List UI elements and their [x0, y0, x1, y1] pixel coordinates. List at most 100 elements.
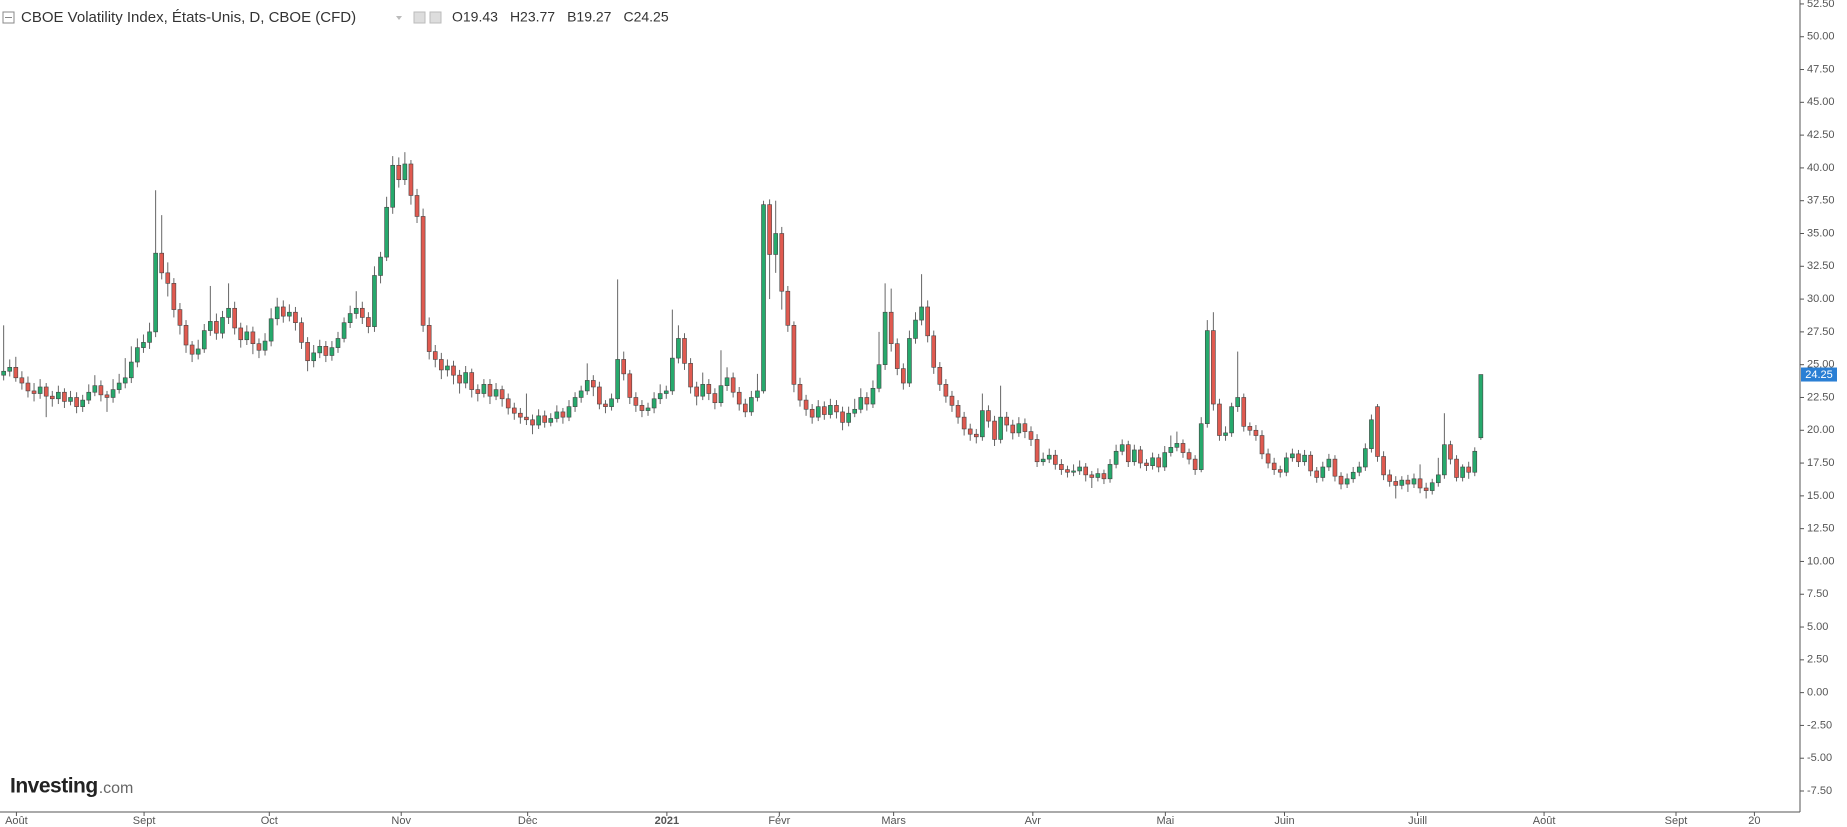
candle-body: [925, 306, 930, 337]
candle-body: [74, 397, 79, 407]
candle-body: [1180, 443, 1186, 453]
candle-body: [852, 408, 858, 414]
x-tick-label: Juill: [1408, 815, 1427, 827]
y-tick-label: 30.00: [1807, 293, 1835, 305]
candle-body: [888, 311, 894, 344]
candle-body: [755, 390, 760, 398]
candle-body: [1332, 458, 1338, 477]
x-tick-label: Juin: [1274, 815, 1294, 827]
candle-body: [244, 331, 250, 341]
x-tick-label: Mai: [1156, 815, 1174, 827]
candle-body: [706, 384, 712, 394]
candle-body: [1046, 454, 1052, 460]
candle-body: [511, 407, 517, 414]
visibility-icon[interactable]: [429, 11, 442, 24]
candle-body: [122, 377, 128, 384]
candle-body: [1089, 474, 1095, 478]
candle-body: [43, 386, 49, 397]
candle-body: [1065, 469, 1070, 473]
chart-title: CBOE Volatility Index, États-Unis, D, CB…: [21, 9, 356, 26]
logo-suffix: .com: [99, 780, 134, 797]
candle-body: [499, 389, 505, 400]
candle-body: [1344, 478, 1350, 485]
candle-body: [591, 380, 596, 388]
candle-body: [238, 327, 244, 341]
candle-body: [1284, 457, 1289, 473]
candle-body: [274, 306, 280, 320]
candle-body: [1448, 444, 1453, 460]
candle-body: [384, 206, 389, 258]
candle-body: [317, 346, 323, 354]
candle-body: [1077, 466, 1082, 472]
candle-body: [1059, 464, 1064, 470]
candle-body: [1478, 374, 1484, 439]
x-tick-label: Oct: [261, 815, 278, 827]
candle-body: [518, 412, 523, 418]
candle-body: [973, 433, 979, 438]
candle-body: [1053, 454, 1058, 465]
candle-body: [481, 384, 487, 394]
candle-body: [967, 428, 973, 435]
candle-body: [208, 321, 213, 331]
candle-body: [232, 307, 237, 329]
candle-body: [153, 252, 158, 333]
candle-body: [1387, 474, 1392, 482]
candle-body: [323, 346, 329, 356]
candle-body: [1271, 462, 1277, 470]
candle-body: [37, 386, 43, 394]
candle-body: [262, 340, 268, 351]
candle-body: [700, 384, 706, 397]
candle-body: [566, 406, 572, 418]
candle-body: [1101, 473, 1107, 480]
x-tick-label: Déc: [518, 815, 538, 827]
candle-body: [1302, 454, 1307, 463]
candle-body: [408, 163, 414, 196]
candle-body: [986, 410, 991, 422]
candle-body: [1204, 330, 1210, 425]
candle-body: [86, 391, 92, 401]
candle-body: [1186, 452, 1192, 460]
last-price-box: [1801, 367, 1837, 382]
candle-body: [1198, 423, 1204, 470]
y-tick-label: 2.50: [1807, 654, 1828, 666]
candle-body: [214, 321, 219, 334]
ohlc-value: B19.27: [567, 9, 612, 25]
y-tick-label: -2.50: [1807, 719, 1832, 731]
candle-body: [718, 385, 724, 404]
settings-icon[interactable]: [413, 11, 426, 24]
candle-body: [1028, 431, 1034, 440]
candle-body: [353, 307, 359, 314]
candle-body: [742, 403, 748, 413]
dropdown-arrow[interactable]: [396, 16, 402, 20]
candle-body: [645, 407, 651, 411]
candle-body: [949, 395, 955, 406]
candle-body: [129, 361, 134, 379]
y-tick-label: 5.00: [1807, 621, 1828, 633]
y-tick-label: 45.00: [1807, 96, 1835, 108]
candle-body: [1265, 453, 1271, 464]
candle-body: [1, 370, 6, 376]
candle-body: [876, 364, 882, 389]
candle-body: [980, 410, 985, 438]
candle-body: [1290, 453, 1295, 459]
y-tick-label: 15.00: [1807, 490, 1835, 502]
candle-body: [1472, 450, 1478, 473]
candle-body: [1095, 473, 1101, 478]
candle-body: [31, 390, 37, 394]
x-tick-label: 2021: [655, 815, 679, 827]
candle-body: [627, 373, 633, 398]
candle-body: [779, 233, 785, 292]
candle-body: [1016, 423, 1022, 434]
candle-body: [1241, 397, 1247, 427]
candle-body: [171, 283, 177, 310]
candle-body: [469, 372, 475, 390]
y-tick-label: 7.50: [1807, 588, 1828, 600]
y-tick-label: 12.50: [1807, 523, 1835, 535]
candle-body: [524, 416, 529, 421]
candle-body: [1399, 479, 1405, 486]
candle-body: [1277, 469, 1283, 473]
collapse-icon[interactable]: [2, 11, 15, 24]
x-tick-label: Sept: [1665, 815, 1688, 827]
candle-body: [633, 397, 639, 406]
